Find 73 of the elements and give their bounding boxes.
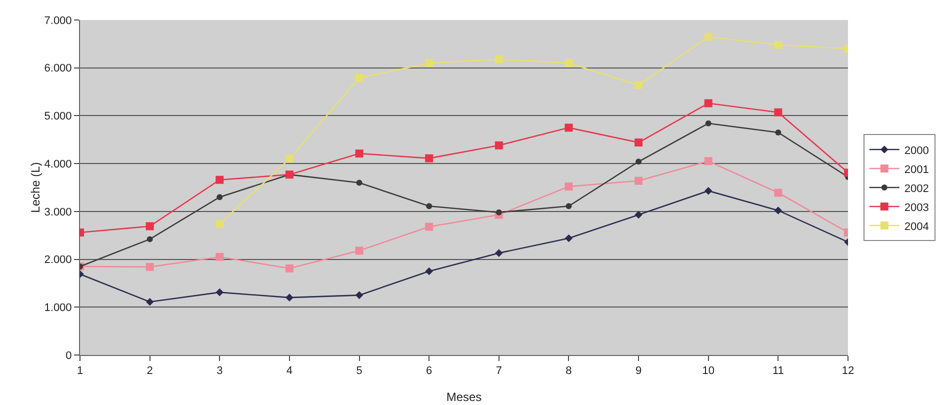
x-axis-title: Meses xyxy=(446,390,482,404)
x-tick-label: 7 xyxy=(496,365,502,378)
point xyxy=(496,209,502,216)
point xyxy=(425,222,434,231)
x-tick-label: 2 xyxy=(146,365,153,378)
x-tick-label: 5 xyxy=(356,365,362,378)
y-tick-label: 0 xyxy=(66,350,72,362)
y-tick-label: 4.000 xyxy=(44,158,72,170)
point xyxy=(634,210,642,219)
point xyxy=(285,264,294,272)
point xyxy=(775,129,782,136)
point xyxy=(146,298,154,306)
point xyxy=(425,267,433,276)
point xyxy=(285,154,294,163)
x-tick-label: 1 xyxy=(76,365,84,378)
point xyxy=(146,222,154,230)
legend-label: 2001 xyxy=(904,164,929,176)
y-axis-title: Leche (L) xyxy=(28,162,42,213)
point xyxy=(355,246,364,255)
point xyxy=(216,194,223,200)
point xyxy=(704,99,712,108)
x-tick-label: 11 xyxy=(772,365,784,378)
point xyxy=(704,157,712,166)
point xyxy=(566,203,572,210)
point xyxy=(494,55,503,64)
point xyxy=(774,40,782,49)
legend-label: 2003 xyxy=(904,202,929,214)
point xyxy=(704,186,712,195)
point xyxy=(564,234,573,242)
point xyxy=(355,150,364,158)
point xyxy=(216,220,224,228)
y-tick-label: 2.000 xyxy=(44,254,72,266)
point xyxy=(355,291,364,300)
point xyxy=(774,206,782,214)
point xyxy=(216,176,224,184)
point xyxy=(636,158,642,165)
point xyxy=(495,249,503,257)
point xyxy=(425,59,434,68)
point xyxy=(634,138,643,147)
point xyxy=(704,32,712,41)
point xyxy=(426,203,432,210)
legend-label: 2002 xyxy=(904,182,929,195)
x-tick-label: 4 xyxy=(286,365,293,378)
x-tick-label: 10 xyxy=(702,365,714,378)
point xyxy=(146,262,154,271)
x-tick-label: 9 xyxy=(635,365,642,378)
point xyxy=(355,74,364,82)
legend-label: 2004 xyxy=(904,220,929,233)
point xyxy=(216,252,224,261)
point xyxy=(564,124,573,132)
x-tick-label: 8 xyxy=(566,365,572,378)
point xyxy=(494,141,503,150)
y-tick-label: 3.000 xyxy=(44,206,72,218)
point xyxy=(564,59,573,68)
point xyxy=(634,81,643,90)
y-tick-label: 1.000 xyxy=(44,302,72,314)
x-tick-label: 6 xyxy=(426,365,432,378)
point xyxy=(564,182,573,191)
point xyxy=(286,294,294,302)
point xyxy=(774,188,782,197)
point xyxy=(425,154,434,162)
y-tick-label: 6.000 xyxy=(44,62,72,75)
point xyxy=(705,120,712,126)
y-tick-label: 7.000 xyxy=(44,14,72,27)
point xyxy=(356,180,362,186)
x-tick-label: 3 xyxy=(216,365,223,378)
y-tick-label: 5.000 xyxy=(44,110,72,123)
point xyxy=(216,288,224,296)
point xyxy=(634,176,643,185)
legend-label: 2000 xyxy=(904,144,929,157)
x-tick-label: 12 xyxy=(842,365,854,378)
point xyxy=(146,236,153,242)
point xyxy=(774,108,782,116)
